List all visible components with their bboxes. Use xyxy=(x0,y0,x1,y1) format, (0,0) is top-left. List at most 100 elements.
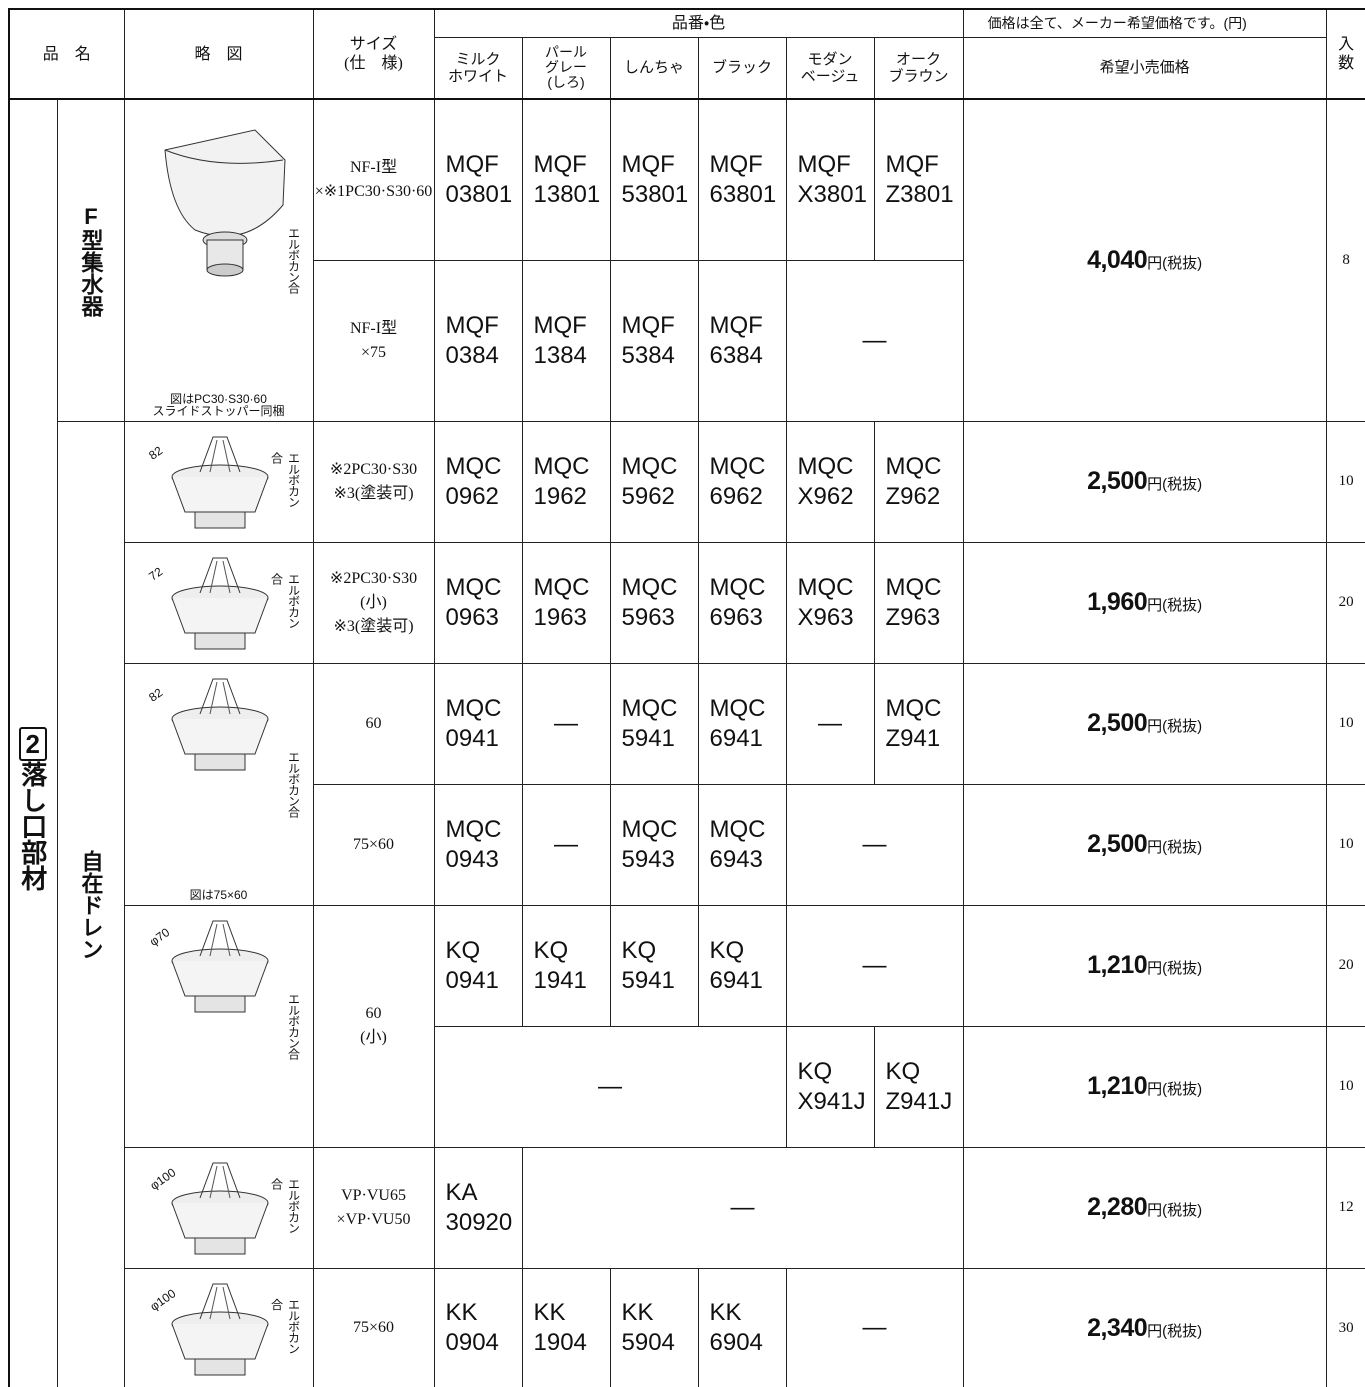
product-drawing xyxy=(171,436,269,528)
table-row: — KQ X941J KQ Z941J 1,210円(税抜) 10 xyxy=(9,1025,1365,1148)
product-code: MQC Z941 xyxy=(873,662,964,785)
group-name: F型集水器 xyxy=(56,98,125,422)
price-table: 品 名 略 図 サイズ (仕 様) 品番・色 価格は全て、メーカー希望価格です。… xyxy=(8,8,1365,1387)
price-value: 2,500 xyxy=(1087,709,1148,737)
product-code: MQF 03801 xyxy=(433,98,523,261)
product-code: MQC 6962 xyxy=(697,420,787,543)
header-price: 希望小売価格 xyxy=(962,36,1327,100)
product-code: MQF 0384 xyxy=(433,259,523,422)
diagram: エルボカン合図はPC30·S30·60 スライドストッパー同梱 xyxy=(123,98,314,422)
price-value: 1,960 xyxy=(1087,588,1148,616)
price-value: 1,210 xyxy=(1087,951,1148,979)
table-row: NF-I型 ×75 MQF 0384 MQF 1384 MQF 5384 MQF 638… xyxy=(9,259,1365,422)
price: 1,210円(税抜) xyxy=(962,1025,1327,1148)
size-spec: 75×60 xyxy=(312,1267,435,1387)
diagram-caption: 図は75×60 xyxy=(189,887,248,902)
price-value: 2,500 xyxy=(1087,830,1148,858)
group-name: 自在ドレン xyxy=(56,420,125,1387)
table-row: エルボカン合 82 図は75×60 60 MQC 0941— MQC 5941 MQC 69… xyxy=(9,662,1365,906)
quantity: 20 xyxy=(1325,541,1365,664)
product-code: MQF 53801 xyxy=(609,98,699,261)
price-value: 1,210 xyxy=(1087,1072,1148,1100)
diagram: エルボカン合 82 図は75×60 xyxy=(123,662,314,906)
header-colors: 品番・色 xyxy=(433,8,964,38)
size-spec: VP·VU65 ×VP·VU50 xyxy=(312,1146,435,1269)
product-drawing xyxy=(171,920,269,1012)
connector-label: エルボカン合 xyxy=(286,751,301,817)
price-unit: 円(税抜) xyxy=(1147,597,1203,614)
quantity: 8 xyxy=(1325,98,1365,422)
section-label: 2落し口部材 xyxy=(8,98,58,1387)
color-name: パール グレー (しろ) xyxy=(521,36,611,100)
quantity: 20 xyxy=(1325,904,1365,1027)
product-code: MQC 6941 xyxy=(697,662,787,785)
table-row: エルボカン合 72 ※2PC30·S30 (小) ※3(塗装可) MQC 0963 MQ… xyxy=(9,541,1365,664)
connector-label: エルボカン合 xyxy=(286,227,301,294)
product-code: MQC 6943 xyxy=(697,783,787,906)
not-available: — xyxy=(521,662,611,785)
product-code: MQF 13801 xyxy=(521,98,611,261)
product-code: MQF 5384 xyxy=(609,259,699,422)
table-row: エルボカン合 φ100 VP·VU65 ×VP·VU50 KA 30920— 2,280… xyxy=(9,1146,1365,1269)
price-value: 2,340 xyxy=(1087,1313,1148,1342)
price: 2,340円(税抜) xyxy=(962,1267,1327,1387)
catalog: 品 名 略 図 サイズ (仕 様) 品番・色 価格は全て、メーカー希望価格です。… xyxy=(8,8,1365,1387)
product-code: MQC 0941 xyxy=(433,662,523,785)
connector-label: エルボカン合 xyxy=(286,993,301,1059)
price-unit: 円(税抜) xyxy=(1147,254,1203,272)
connector-label: エルボカン合 xyxy=(269,1298,301,1354)
connector-label: エルボカン合 xyxy=(269,1177,301,1233)
size-spec: 60 xyxy=(312,662,435,785)
table-row: 75×60 MQC 0943— MQC 5943 MQC 6943—2,500円(税抜… xyxy=(9,783,1365,906)
product-drawing xyxy=(171,678,269,770)
product-code: MQC X963 xyxy=(785,541,875,664)
color-name: ミルク ホワイト xyxy=(433,36,523,100)
not-available: — xyxy=(785,1267,964,1387)
not-available: — xyxy=(521,783,611,906)
not-available: — xyxy=(521,1146,964,1269)
price: 2,500円(税抜) xyxy=(962,662,1327,785)
color-name: オーク ブラウン xyxy=(873,36,964,100)
section-number: 2 xyxy=(17,726,48,761)
price-unit: 円(税抜) xyxy=(1147,1322,1203,1340)
product-code: KQ Z941J xyxy=(873,1025,964,1148)
price-value: 2,280 xyxy=(1087,1193,1148,1221)
product-code: MQC 5941 xyxy=(609,662,699,785)
product-code: MQC Z963 xyxy=(873,541,964,664)
color-name: モダン ベージュ xyxy=(785,36,875,100)
quantity: 10 xyxy=(1325,662,1365,785)
price-value: 2,500 xyxy=(1087,467,1148,495)
product-code: MQC 5962 xyxy=(609,420,699,543)
price-unit: 円(税抜) xyxy=(1147,839,1203,856)
size-spec: NF-I型 ×※1PC30·S30·60 xyxy=(312,98,435,261)
diagram: エルボカン合 φ100 xyxy=(123,1146,314,1269)
price: 4,040円(税抜) xyxy=(962,98,1327,422)
product-drawing xyxy=(171,1283,269,1375)
connector-label: エルボカン合 xyxy=(269,451,301,507)
product-code: KK 5904 xyxy=(609,1267,699,1387)
product-code: KA 30920 xyxy=(433,1146,523,1269)
product-code: KK 1904 xyxy=(521,1267,611,1387)
product-code: MQC 1963 xyxy=(521,541,611,664)
product-drawing xyxy=(171,557,269,649)
table-row: エルボカン合 φ70 60 (小) KQ 0941 KQ 1941 KQ 5941 KQ 6… xyxy=(9,904,1365,1148)
header-product-name: 品 名 xyxy=(8,8,125,100)
diagram: エルボカン合 82 xyxy=(123,420,314,543)
header-qty: 入 数 xyxy=(1325,8,1365,100)
color-name: しんちゃ xyxy=(609,36,699,100)
product-code: KK 6904 xyxy=(697,1267,787,1387)
size-spec: ※2PC30·S30 ※3(塗装可) xyxy=(312,420,435,543)
product-drawing xyxy=(163,129,286,277)
diagram: エルボカン合 72 xyxy=(123,541,314,664)
table-row: 自在ドレン エルボカン合 82 ※2PC30·S30 ※3(塗装可) MQC 0962 M… xyxy=(9,420,1365,1387)
product-code: KQ 0941 xyxy=(433,904,523,1027)
header-diagram: 略 図 xyxy=(123,8,314,100)
product-code: KK 0904 xyxy=(433,1267,523,1387)
header-size: サイズ (仕 様) xyxy=(312,8,435,100)
price-unit: 円(税抜) xyxy=(1147,1202,1203,1219)
product-code: MQC 5943 xyxy=(609,783,699,906)
price: 2,500円(税抜) xyxy=(962,783,1327,906)
diagram-caption: 図はPC30·S30·60 スライドストッパー同梱 xyxy=(152,391,285,418)
product-code: MQF 1384 xyxy=(521,259,611,422)
